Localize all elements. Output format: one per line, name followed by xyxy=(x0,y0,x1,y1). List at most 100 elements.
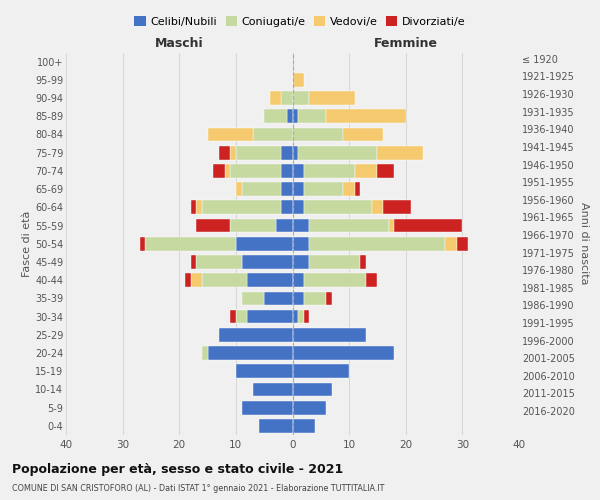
Bar xyxy=(236,237,293,250)
Bar xyxy=(236,146,281,160)
Bar xyxy=(145,237,236,250)
Bar xyxy=(242,255,293,269)
Y-axis label: Fasce di età: Fasce di età xyxy=(22,210,32,277)
Bar xyxy=(298,146,377,160)
Bar xyxy=(304,310,310,324)
Bar xyxy=(196,255,242,269)
Text: Popolazione per età, sesso e stato civile - 2021: Popolazione per età, sesso e stato civil… xyxy=(12,462,343,475)
Bar xyxy=(394,218,463,232)
Bar xyxy=(293,200,304,214)
Bar xyxy=(281,200,293,214)
Legend: Celibi/Nubili, Coniugati/e, Vedovi/e, Divorziati/e: Celibi/Nubili, Coniugati/e, Vedovi/e, Di… xyxy=(131,13,469,30)
Bar xyxy=(293,382,332,396)
Bar xyxy=(264,110,287,123)
Bar xyxy=(310,218,389,232)
Bar xyxy=(230,164,281,177)
Bar xyxy=(230,218,275,232)
Bar xyxy=(264,292,293,305)
Bar xyxy=(236,364,293,378)
Bar xyxy=(281,164,293,177)
Text: COMUNE DI SAN CRISTOFORO (AL) - Dati ISTAT 1° gennaio 2021 - Elaborazione TUTTIT: COMUNE DI SAN CRISTOFORO (AL) - Dati IST… xyxy=(12,484,385,493)
Bar xyxy=(247,310,293,324)
Bar xyxy=(208,346,293,360)
Bar xyxy=(213,164,224,177)
Bar xyxy=(304,182,343,196)
Bar xyxy=(219,328,293,342)
Bar xyxy=(298,110,326,123)
Bar xyxy=(270,91,281,105)
Bar xyxy=(361,255,366,269)
Bar xyxy=(196,200,202,214)
Bar xyxy=(372,200,383,214)
Bar xyxy=(293,401,326,414)
Bar xyxy=(377,164,394,177)
Bar xyxy=(355,164,377,177)
Bar xyxy=(293,364,349,378)
Bar xyxy=(293,91,310,105)
Bar xyxy=(355,182,361,196)
Bar xyxy=(383,200,412,214)
Bar xyxy=(219,146,230,160)
Bar xyxy=(377,146,423,160)
Bar xyxy=(140,237,145,250)
Bar xyxy=(236,310,247,324)
Bar xyxy=(293,419,315,432)
Bar xyxy=(275,218,293,232)
Bar xyxy=(304,164,355,177)
Bar xyxy=(242,292,264,305)
Text: Maschi: Maschi xyxy=(155,37,203,50)
Bar xyxy=(304,274,366,287)
Bar xyxy=(304,292,326,305)
Bar xyxy=(281,91,293,105)
Bar xyxy=(293,274,304,287)
Bar xyxy=(202,346,208,360)
Bar xyxy=(191,255,196,269)
Bar xyxy=(293,328,366,342)
Bar xyxy=(293,292,304,305)
Bar xyxy=(208,128,253,141)
Bar xyxy=(457,237,468,250)
Bar xyxy=(224,164,230,177)
Bar xyxy=(366,274,377,287)
Text: Femmine: Femmine xyxy=(374,37,438,50)
Bar xyxy=(293,310,298,324)
Bar xyxy=(304,200,372,214)
Bar xyxy=(253,382,293,396)
Bar xyxy=(310,255,361,269)
Bar xyxy=(343,182,355,196)
Bar xyxy=(242,182,281,196)
Bar xyxy=(236,182,242,196)
Y-axis label: Anni di nascita: Anni di nascita xyxy=(578,202,589,285)
Bar xyxy=(293,346,394,360)
Bar xyxy=(242,401,293,414)
Bar xyxy=(230,146,236,160)
Bar xyxy=(326,110,406,123)
Bar xyxy=(445,237,457,250)
Bar xyxy=(293,110,298,123)
Bar xyxy=(202,200,281,214)
Bar xyxy=(293,218,310,232)
Bar xyxy=(191,200,196,214)
Bar xyxy=(293,237,310,250)
Bar xyxy=(247,274,293,287)
Bar xyxy=(293,146,298,160)
Bar xyxy=(202,274,247,287)
Bar xyxy=(191,274,202,287)
Bar xyxy=(287,110,293,123)
Bar xyxy=(253,128,293,141)
Bar xyxy=(343,128,383,141)
Bar xyxy=(196,218,230,232)
Bar xyxy=(298,310,304,324)
Bar xyxy=(293,73,304,86)
Bar xyxy=(293,255,310,269)
Bar xyxy=(230,310,236,324)
Bar xyxy=(326,292,332,305)
Bar xyxy=(281,182,293,196)
Bar xyxy=(293,128,343,141)
Bar xyxy=(281,146,293,160)
Bar xyxy=(259,419,293,432)
Bar xyxy=(293,164,304,177)
Bar xyxy=(310,91,355,105)
Bar xyxy=(310,237,445,250)
Bar xyxy=(293,182,304,196)
